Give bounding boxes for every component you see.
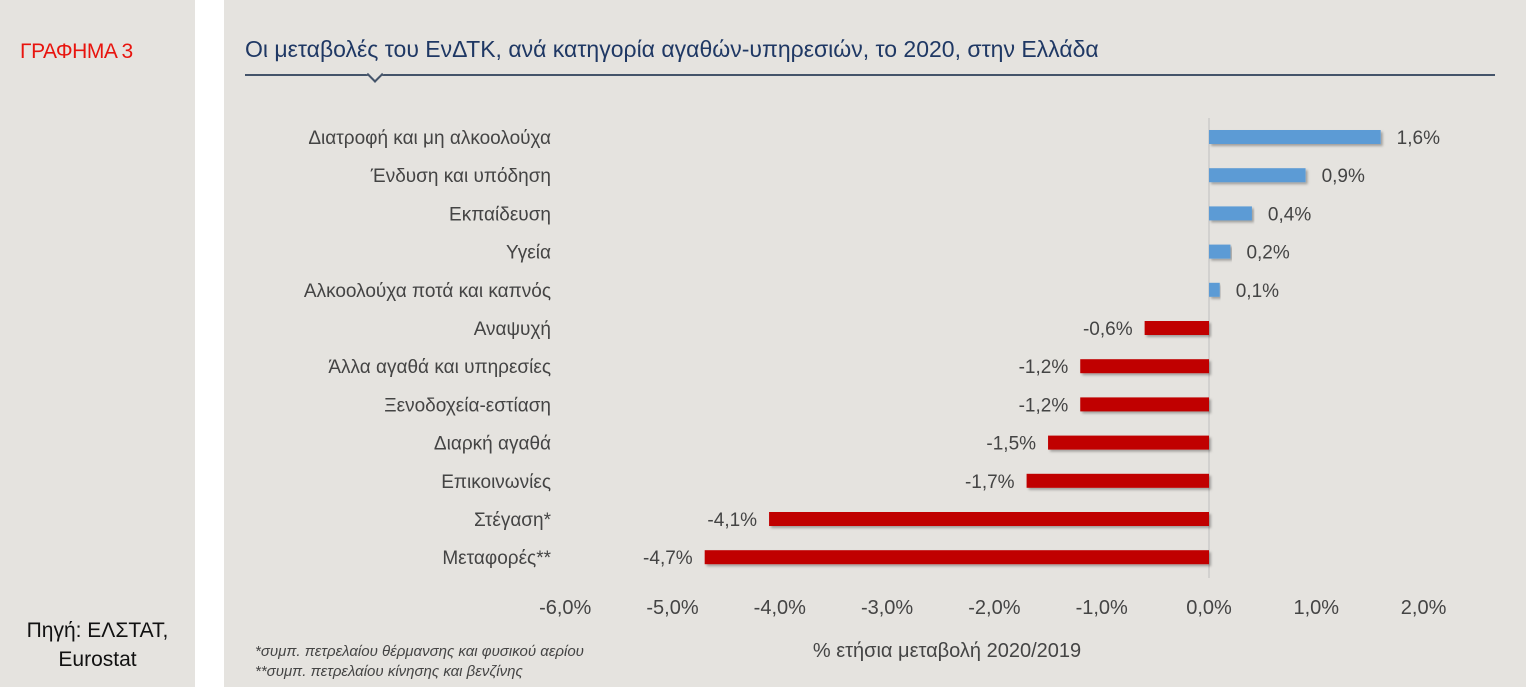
category-label: Διαρκή αγαθά: [434, 434, 551, 455]
category-label: Διατροφή και μη αλκοολούχα: [308, 128, 551, 149]
source-text: Πηγή: ΕΛΣΤΑΤ, Eurostat: [0, 616, 195, 674]
title-underline: [245, 74, 1495, 76]
x-tick-label: -2,0%: [968, 597, 1020, 619]
data-label: -4,7%: [643, 548, 693, 569]
x-tick-label: -4,0%: [754, 597, 806, 619]
footnote: **συμπ. πετρελαίου κίνησης και βενζίνης: [255, 663, 523, 680]
data-label: -4,1%: [707, 510, 757, 531]
x-tick-label: -3,0%: [861, 597, 913, 619]
data-label: -1,5%: [986, 434, 1036, 455]
data-label: -1,2%: [1019, 357, 1069, 378]
data-label: 0,2%: [1246, 243, 1289, 264]
data-label: 1,6%: [1397, 128, 1440, 149]
chart-panel: [224, 0, 1526, 687]
footnote: *συμπ. πετρελαίου θέρμανσης και φυσικού …: [255, 643, 584, 660]
x-tick-label: -6,0%: [539, 597, 591, 619]
category-label: Ένδυση και υπόδηση: [370, 166, 551, 187]
category-label: Επικοινωνίες: [441, 472, 551, 493]
graph-label: ΓΡΑΦΗΜΑ 3: [20, 40, 133, 63]
bar: [1209, 244, 1231, 259]
category-label: Μεταφορές**: [442, 548, 551, 569]
category-label: Αναψυχή: [474, 319, 551, 340]
bar: [1026, 473, 1209, 488]
x-tick-label: -1,0%: [1076, 597, 1128, 619]
source-line: Πηγή: ΕΛΣΤΑΤ,: [26, 619, 169, 642]
category-label: Υγεία: [506, 243, 551, 264]
x-axis-label: % ετήσια μεταβολή 2020/2019: [813, 640, 1081, 662]
category-label: Ξενοδοχεία-εστίαση: [384, 395, 551, 416]
x-tick-label: -5,0%: [646, 597, 698, 619]
data-label: 0,4%: [1268, 204, 1311, 225]
chart-title: Οι μεταβολές του ΕνΔΤΚ, ανά κατηγορία αγ…: [245, 36, 1099, 62]
source-line: Eurostat: [58, 648, 137, 671]
bar: [1209, 130, 1381, 144]
left-panel: [0, 0, 195, 687]
category-label: Εκπαίδευση: [449, 204, 551, 225]
x-tick-label: 1,0%: [1294, 597, 1340, 619]
bar: [769, 512, 1209, 526]
category-label: Αλκοολούχα ποτά και καπνός: [304, 281, 551, 302]
bar: [1080, 359, 1209, 374]
data-label: -1,7%: [965, 472, 1015, 493]
category-label: Στέγαση*: [474, 510, 552, 531]
bar: [1144, 321, 1209, 335]
bar: [704, 550, 1209, 565]
bar: [1048, 435, 1209, 450]
category-label: Άλλα αγαθά και υπηρεσίες: [328, 357, 551, 378]
data-label: -1,2%: [1019, 395, 1069, 416]
bar: [1080, 397, 1209, 412]
bar: [1209, 282, 1220, 297]
bar: [1209, 206, 1252, 221]
data-label: 0,1%: [1236, 281, 1279, 302]
x-tick-label: 2,0%: [1401, 597, 1447, 619]
data-label: -0,6%: [1083, 319, 1133, 340]
footnotes: *συμπ. πετρελαίου θέρμανσης και φυσικού …: [255, 642, 584, 682]
x-tick-label: 0,0%: [1186, 597, 1232, 619]
data-label: 0,9%: [1322, 166, 1365, 187]
bar: [1209, 168, 1306, 183]
